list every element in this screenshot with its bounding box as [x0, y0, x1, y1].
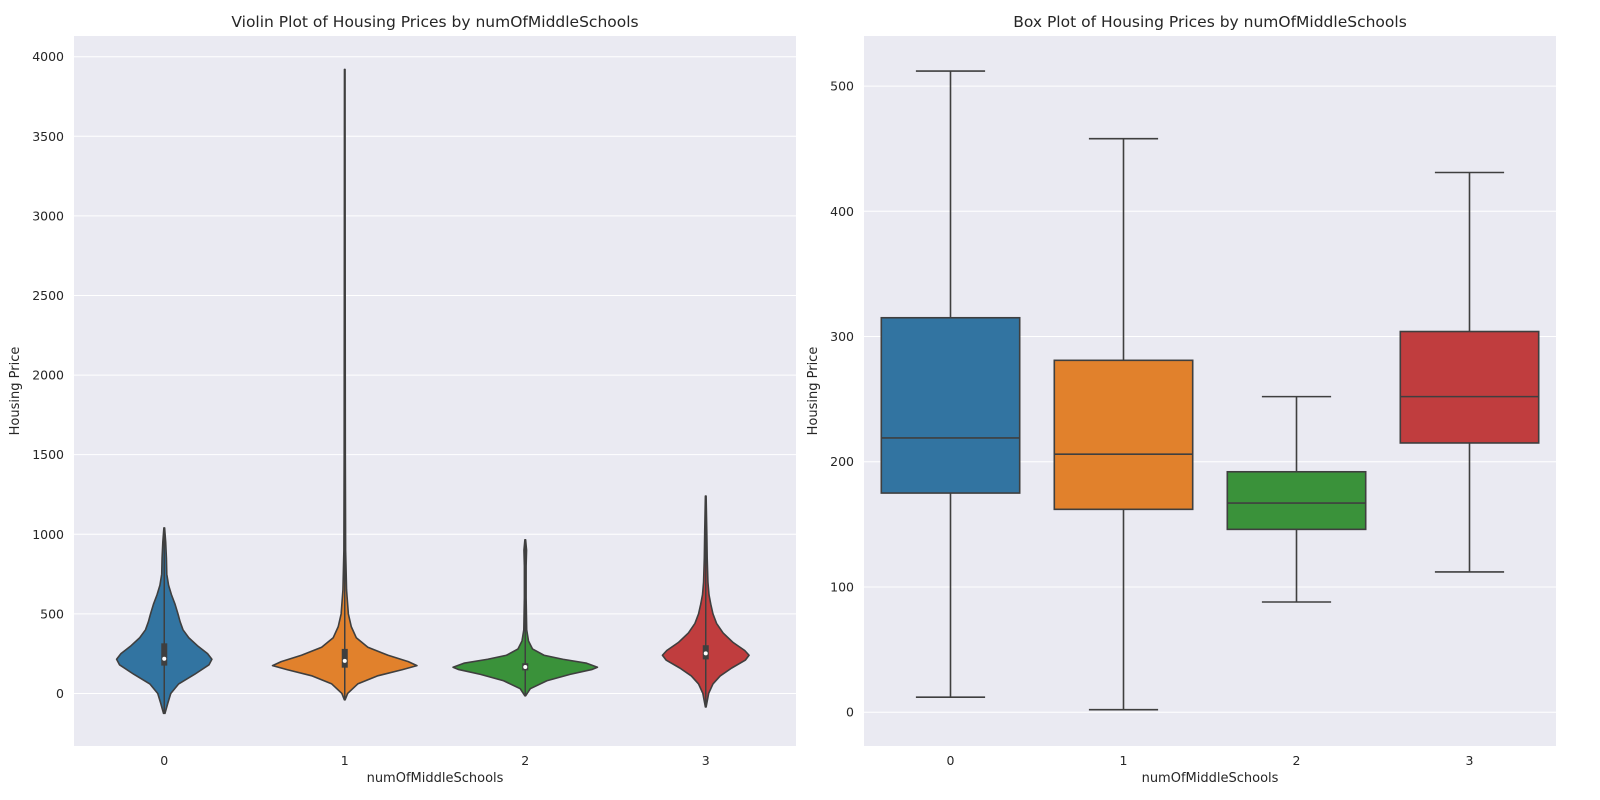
box-chart-panel: 0 100 200 300 400 500 0 1 2 3 Box Plot of Housin… — [806, 13, 1556, 786]
y-tick-label: 2000 — [32, 368, 64, 383]
y-tick-label: 3000 — [32, 208, 64, 223]
violin-iqr-box — [341, 648, 348, 668]
violin-median-point — [703, 651, 708, 656]
y-tick-label: 1500 — [32, 447, 64, 462]
box-iqr — [1226, 470, 1367, 531]
box-iqr — [1053, 359, 1194, 511]
box-marks — [880, 70, 1540, 711]
y-tick-label: 0 — [56, 686, 64, 701]
y-tick-label: 0 — [846, 705, 854, 720]
box-y-axis-label: Housing Price — [806, 347, 821, 436]
violin-x-tick-labels: 0 1 2 3 — [160, 753, 709, 768]
box-iqr — [1399, 330, 1540, 444]
y-tick-label: 4000 — [32, 49, 64, 64]
box-y-tick-labels: 0 100 200 300 400 500 — [830, 79, 854, 720]
violin-plot-area — [74, 36, 796, 746]
violin-median-point — [342, 658, 347, 663]
violin-chart-title: Violin Plot of Housing Prices by numOfMi… — [231, 13, 638, 31]
y-tick-label: 100 — [830, 579, 854, 594]
x-tick-label: 2 — [521, 753, 529, 768]
y-tick-label: 500 — [40, 606, 64, 621]
box-iqr — [880, 316, 1021, 494]
violin-median-point — [162, 656, 167, 661]
x-tick-label: 1 — [341, 753, 349, 768]
violin-gridlines — [74, 56, 796, 694]
y-tick-label: 300 — [830, 329, 854, 344]
violin-median-point — [523, 665, 528, 670]
x-tick-label: 1 — [1120, 753, 1128, 768]
violin-chart-panel: 0 500 1000 1500 2000 2500 3000 3500 4000 0 1 2 3 Vi… — [8, 13, 796, 786]
violin-y-axis-label: Housing Price — [8, 347, 23, 436]
y-tick-label: 3500 — [32, 129, 64, 144]
y-tick-label: 500 — [830, 79, 854, 94]
x-tick-label: 0 — [947, 753, 955, 768]
y-tick-label: 400 — [830, 204, 854, 219]
y-tick-label: 200 — [830, 454, 854, 469]
x-tick-label: 0 — [160, 753, 168, 768]
violin-iqr-box — [161, 643, 168, 666]
violin-y-tick-labels: 0 500 1000 1500 2000 2500 3000 3500 4000 — [32, 49, 64, 701]
box-chart-title: Box Plot of Housing Prices by numOfMiddl… — [1013, 13, 1407, 31]
x-tick-label: 2 — [1293, 753, 1301, 768]
y-tick-label: 2500 — [32, 288, 64, 303]
y-tick-label: 1000 — [32, 527, 64, 542]
x-tick-label: 3 — [702, 753, 710, 768]
box-x-axis-label: numOfMiddleSchools — [1142, 771, 1279, 786]
box-x-tick-labels: 0 1 2 3 — [947, 753, 1474, 768]
violin-x-axis-label: numOfMiddleSchools — [367, 771, 504, 786]
x-tick-label: 3 — [1466, 753, 1474, 768]
violin-marks — [115, 68, 750, 715]
